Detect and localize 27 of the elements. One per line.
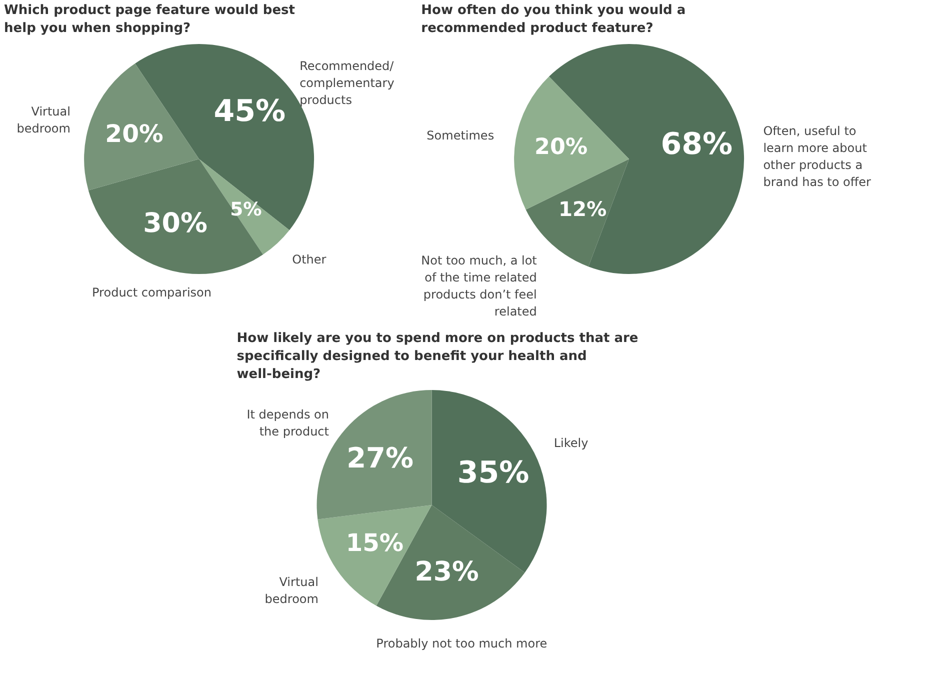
pie-slice (88, 159, 264, 274)
data-label: 15% (346, 528, 404, 557)
slice-label: Sometimes (426, 128, 494, 142)
data-label: 45% (214, 94, 286, 130)
data-label: 27% (346, 441, 414, 474)
data-label: 30% (143, 208, 208, 239)
data-label: 20% (534, 134, 588, 160)
slice-label: Often, useful to learn more about other products a brand has to offer (763, 124, 872, 190)
data-label: 5% (230, 200, 262, 221)
slice-label: Other (292, 252, 326, 267)
data-label: 35% (457, 456, 530, 491)
slice-label: It depends on the product (246, 407, 330, 438)
slice-label: Recommended/ complementary products (300, 58, 395, 107)
data-label: 68% (660, 126, 733, 162)
slice-label: Not too much, a lot of the time related products don’t feel related (421, 253, 538, 318)
pie-slice (84, 63, 200, 190)
data-label: 12% (558, 197, 607, 222)
chart-title: How often do you think you would a recommended product feature? (421, 3, 686, 36)
slice-label: Probably not too much more (376, 636, 548, 651)
slice-label: Virtual bedroom (16, 104, 70, 136)
data-label: 23% (414, 556, 479, 588)
slice-label: Product comparison (92, 286, 212, 300)
slice-label: Virtual bedroom (264, 575, 318, 606)
chart-title: Which product page feature would best help you when shopping? (4, 3, 296, 36)
data-label: 20% (105, 119, 164, 148)
chart-title: How likely are you to spend more on products that are specifically designed to benefit your health and well-being? (236, 331, 638, 382)
slice-label: Likely (554, 436, 588, 450)
